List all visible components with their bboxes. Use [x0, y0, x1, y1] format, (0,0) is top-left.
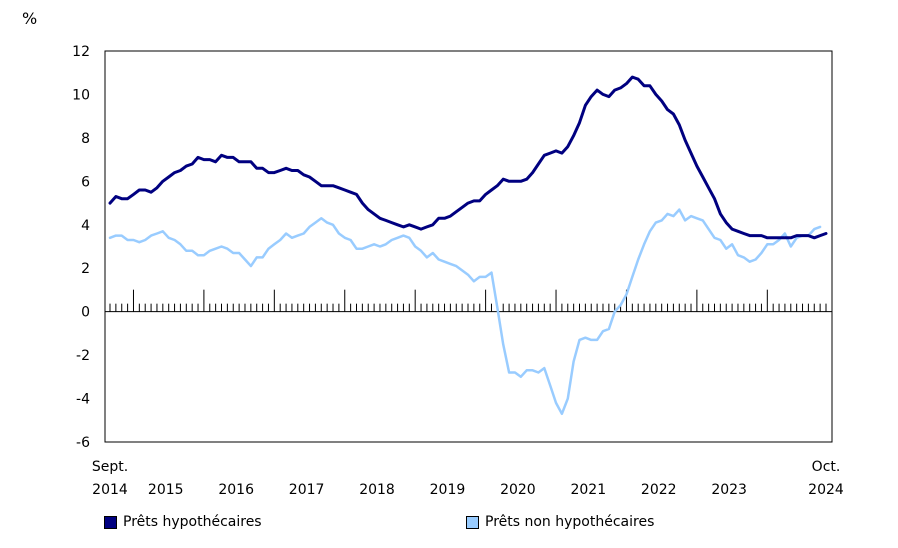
x-year-label: 2015: [148, 482, 184, 498]
legend-swatch-mortgage: [104, 515, 117, 529]
legend-item-mortgage: Prêts hypothécaires: [104, 514, 466, 530]
x-year-label: 2014: [92, 482, 128, 498]
x-year-label: 2020: [500, 482, 536, 498]
x-axis: [105, 289, 832, 313]
y-tick-label: 6: [81, 174, 90, 190]
legend-swatch-non-mortgage: [466, 515, 479, 529]
x-year-label: 2018: [359, 482, 395, 498]
legend-label-non-mortgage: Prêts non hypothécaires: [485, 514, 655, 530]
series-layer: [108, 75, 828, 416]
legend-label-mortgage: Prêts hypothécaires: [123, 514, 262, 530]
series-line-mortgage: [108, 75, 828, 240]
plot-frame: [104, 50, 833, 443]
x-axis-labels: Sept. 2014 2015 2016 2017 2018 2019 2020 2021 202…: [92, 459, 844, 498]
legend: Prêts hypothécaires Prêts non hypothécai…: [104, 514, 828, 530]
y-tick-label: 4: [81, 218, 90, 234]
legend-item-non-mortgage: Prêts non hypothécaires: [466, 514, 828, 530]
y-tick-label: 10: [72, 87, 90, 103]
x-year-label: 2019: [430, 482, 466, 498]
x-year-label: 2021: [570, 482, 606, 498]
y-tick-label: 12: [72, 44, 90, 60]
y-tick-label: 0: [81, 305, 90, 321]
x-month-label: Oct.: [812, 459, 841, 475]
y-tick-label: -2: [76, 348, 90, 364]
series-line-non-mortgage: [108, 208, 822, 416]
y-axis: 12 10 8 6 4 2 0 -2 -4 -6: [72, 44, 90, 451]
y-tick-label: 8: [81, 131, 90, 147]
x-year-label: 2017: [289, 482, 325, 498]
x-year-label: 2016: [218, 482, 254, 498]
x-year-label: 2024: [808, 482, 844, 498]
y-tick-label: -6: [76, 435, 90, 451]
x-year-label: 2022: [641, 482, 677, 498]
y-axis-unit-label: %: [22, 9, 37, 28]
y-tick-label: -4: [76, 392, 90, 408]
x-month-label: Sept.: [92, 459, 128, 475]
y-tick-label: 2: [81, 261, 90, 277]
x-year-label: 2023: [711, 482, 747, 498]
